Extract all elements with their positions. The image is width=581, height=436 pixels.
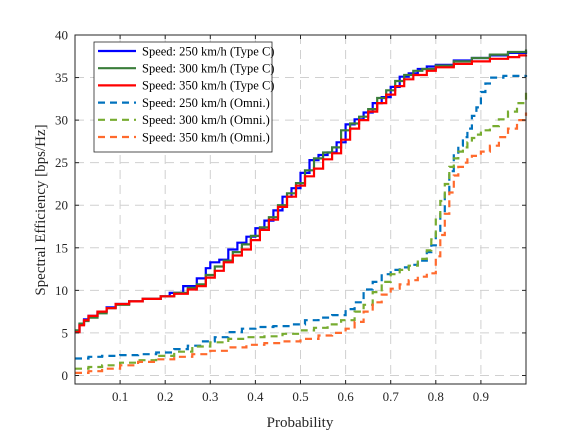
- y-tick-label: 40: [55, 28, 68, 43]
- legend-label-6: Speed: 350 km/h (Omni.): [142, 130, 270, 144]
- x-tick-label: 0.3: [202, 389, 218, 404]
- y-tick-label: 5: [62, 325, 69, 340]
- legend-label-5: Speed: 300 km/h (Omni.): [142, 113, 270, 127]
- x-axis-title: Probability: [267, 415, 334, 431]
- x-tick-label: 0.5: [292, 389, 308, 404]
- legend-label-4: Speed: 250 km/h (Omni.): [142, 96, 270, 110]
- y-tick-label: 15: [55, 240, 68, 255]
- x-tick-label: 0.1: [112, 389, 128, 404]
- series-line-3: [75, 54, 528, 334]
- legend-label-3: Speed: 350 km/h (Type C): [142, 79, 274, 93]
- x-tick-label: 0.2: [157, 389, 173, 404]
- x-tick-label: 0.8: [428, 389, 444, 404]
- y-tick-label: 25: [55, 155, 68, 170]
- grid: [75, 34, 526, 384]
- legend: Speed: 250 km/h (Type C) Speed: 300 km/h …: [93, 41, 274, 153]
- y-tick-label: 0: [62, 368, 69, 383]
- x-tick-label: 0.9: [473, 389, 489, 404]
- legend-label-2: Speed: 300 km/h (Type C): [142, 62, 274, 76]
- legend-box: [93, 41, 273, 153]
- y-tick-label: 10: [55, 283, 68, 298]
- y-tick-label: 20: [55, 198, 68, 213]
- y-axis-title: Spectral Efficiency [bps/Hz]: [33, 124, 49, 295]
- series-line-5: [75, 91, 528, 370]
- x-tick-label: 0.4: [247, 389, 264, 404]
- tick-labels: 0.1 0.2 0.3 0.4 0.5 0.6 0.7 0.8 0.9 0 5 10 15 20 25 30 3…: [55, 28, 489, 405]
- y-tick-label: 35: [55, 70, 68, 85]
- ticks: [75, 34, 526, 384]
- legend-label-1: Speed: 250 km/h (Type C): [142, 44, 274, 58]
- y-tick-label: 30: [55, 113, 68, 128]
- series-line-6: [75, 112, 528, 374]
- x-tick-label: 0.6: [337, 389, 354, 404]
- x-tick-label: 0.7: [383, 389, 400, 404]
- series-layer: [75, 49, 528, 374]
